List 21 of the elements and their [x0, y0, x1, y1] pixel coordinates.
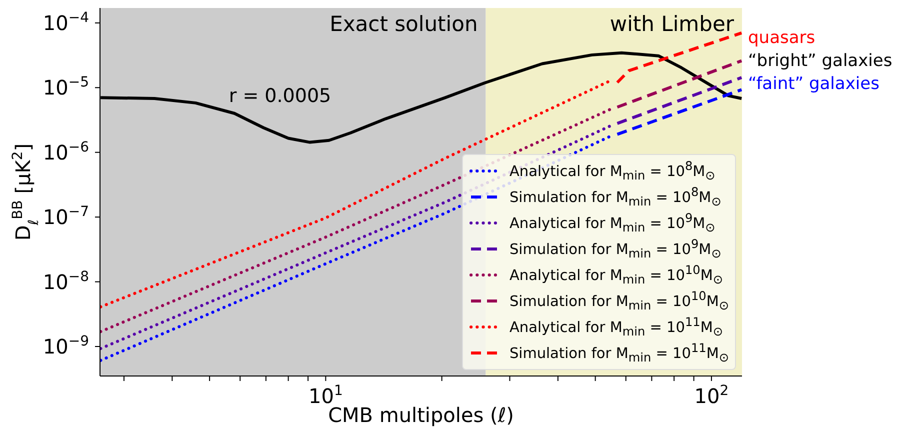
legend-label: Analytical for M$_{min}$ = 10$^{11}$M$_{⊙}$ [509, 315, 723, 339]
y-tick-label: 10$^{−5}$ [42, 74, 89, 100]
y-tick-label: 10$^{−9}$ [42, 333, 89, 358]
y-tick-label: 10$^{−8}$ [42, 268, 89, 294]
band-label: Exact solution [330, 12, 478, 36]
legend-label: Analytical for M$_{min}$ = 10$^{8}$M$_{⊙}$ [509, 159, 716, 183]
text: “bright” galaxies [748, 51, 892, 71]
y-tick-label: 10$^{−7}$ [42, 204, 89, 230]
text: quasars [748, 28, 816, 48]
band-label: with Limber [610, 12, 734, 36]
legend-label: Simulation for M$_{min}$ = 10$^{8}$M$_{⊙}$ [509, 185, 722, 209]
legend-label: Simulation for M$_{min}$ = 10$^{10}$M$_{⊙}$ [509, 289, 729, 313]
x-tick-label: 10$^{2}$ [694, 383, 729, 408]
text: “faint” galaxies [748, 74, 880, 94]
legend-label: Analytical for M$_{min}$ = 10$^{10}$M$_{⊙}$ [509, 263, 723, 287]
legend-label: Simulation for M$_{min}$ = 10$^{11}$M$_{⊙}$ [509, 341, 729, 365]
y-tick-label: 10$^{−4}$ [42, 10, 90, 35]
legend-label: Simulation for M$_{min}$ = 10$^{9}$M$_{⊙}$ [509, 237, 722, 261]
annotation: r = 0.0005 [228, 85, 332, 107]
y-tick-label: 10$^{−6}$ [42, 139, 90, 164]
legend-label: Analytical for M$_{min}$ = 10$^{9}$M$_{⊙}$ [509, 211, 716, 235]
